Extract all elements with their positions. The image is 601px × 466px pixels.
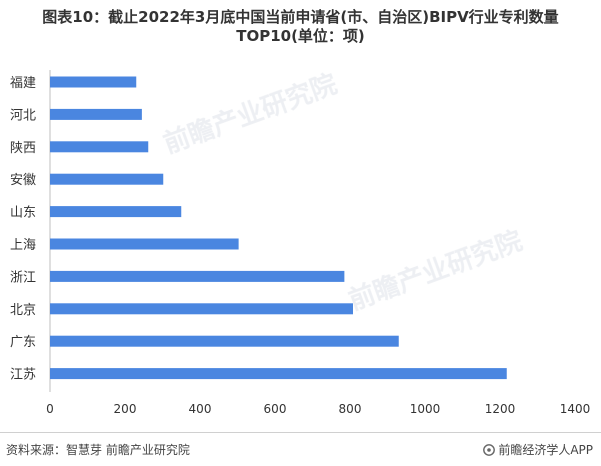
category-label-0: 福建 xyxy=(10,76,36,91)
x-tick-label-6: 1200 xyxy=(485,402,516,416)
x-tick-label-4: 800 xyxy=(339,402,362,416)
x-tick-label-3: 600 xyxy=(264,402,287,416)
category-label-2: 陕西 xyxy=(10,141,36,156)
x-tick-label-7: 1400 xyxy=(560,402,591,416)
footer: 资料来源：智慧芽 前瞻产业研究院 前瞻经济学人APP xyxy=(0,432,601,466)
bar-1 xyxy=(50,108,142,120)
x-tick-label-1: 200 xyxy=(114,402,137,416)
bar-9 xyxy=(50,368,507,380)
bar-7 xyxy=(50,303,353,315)
category-label-5: 上海 xyxy=(10,238,36,253)
bar-4 xyxy=(50,206,182,218)
category-label-7: 北京 xyxy=(10,303,36,318)
brand: 前瞻经济学人APP xyxy=(483,441,593,458)
category-label-6: 浙江 xyxy=(10,270,36,285)
category-label-9: 江苏 xyxy=(10,367,36,383)
category-label-4: 山东 xyxy=(10,206,36,221)
x-tick-label-5: 1000 xyxy=(410,402,441,416)
category-label-3: 安徽 xyxy=(10,173,36,188)
bar-0 xyxy=(50,76,137,88)
brand-logo-icon xyxy=(483,443,496,456)
x-tick-label-2: 400 xyxy=(189,402,212,416)
bar-3 xyxy=(50,173,164,185)
category-label-8: 广东 xyxy=(10,335,36,350)
category-label-1: 河北 xyxy=(10,108,36,123)
brand-label: 前瞻经济学人APP xyxy=(498,443,593,457)
chart-title: 图表10：截止2022年3月底中国当前申请省(市、自治区)BIPV行业专利数量 … xyxy=(0,8,601,46)
source-note: 资料来源：智慧芽 前瞻产业研究院 xyxy=(6,443,190,457)
bar-6 xyxy=(50,270,345,282)
bar-2 xyxy=(50,141,149,153)
chart-title-line1: 图表10：截止2022年3月底中国当前申请省(市、自治区)BIPV行业专利数量 xyxy=(42,8,559,26)
chart-title-line2: TOP10(单位：项) xyxy=(236,27,365,45)
bar-8 xyxy=(50,335,399,347)
x-tick-label-0: 0 xyxy=(46,402,54,416)
bar-5 xyxy=(50,238,239,250)
